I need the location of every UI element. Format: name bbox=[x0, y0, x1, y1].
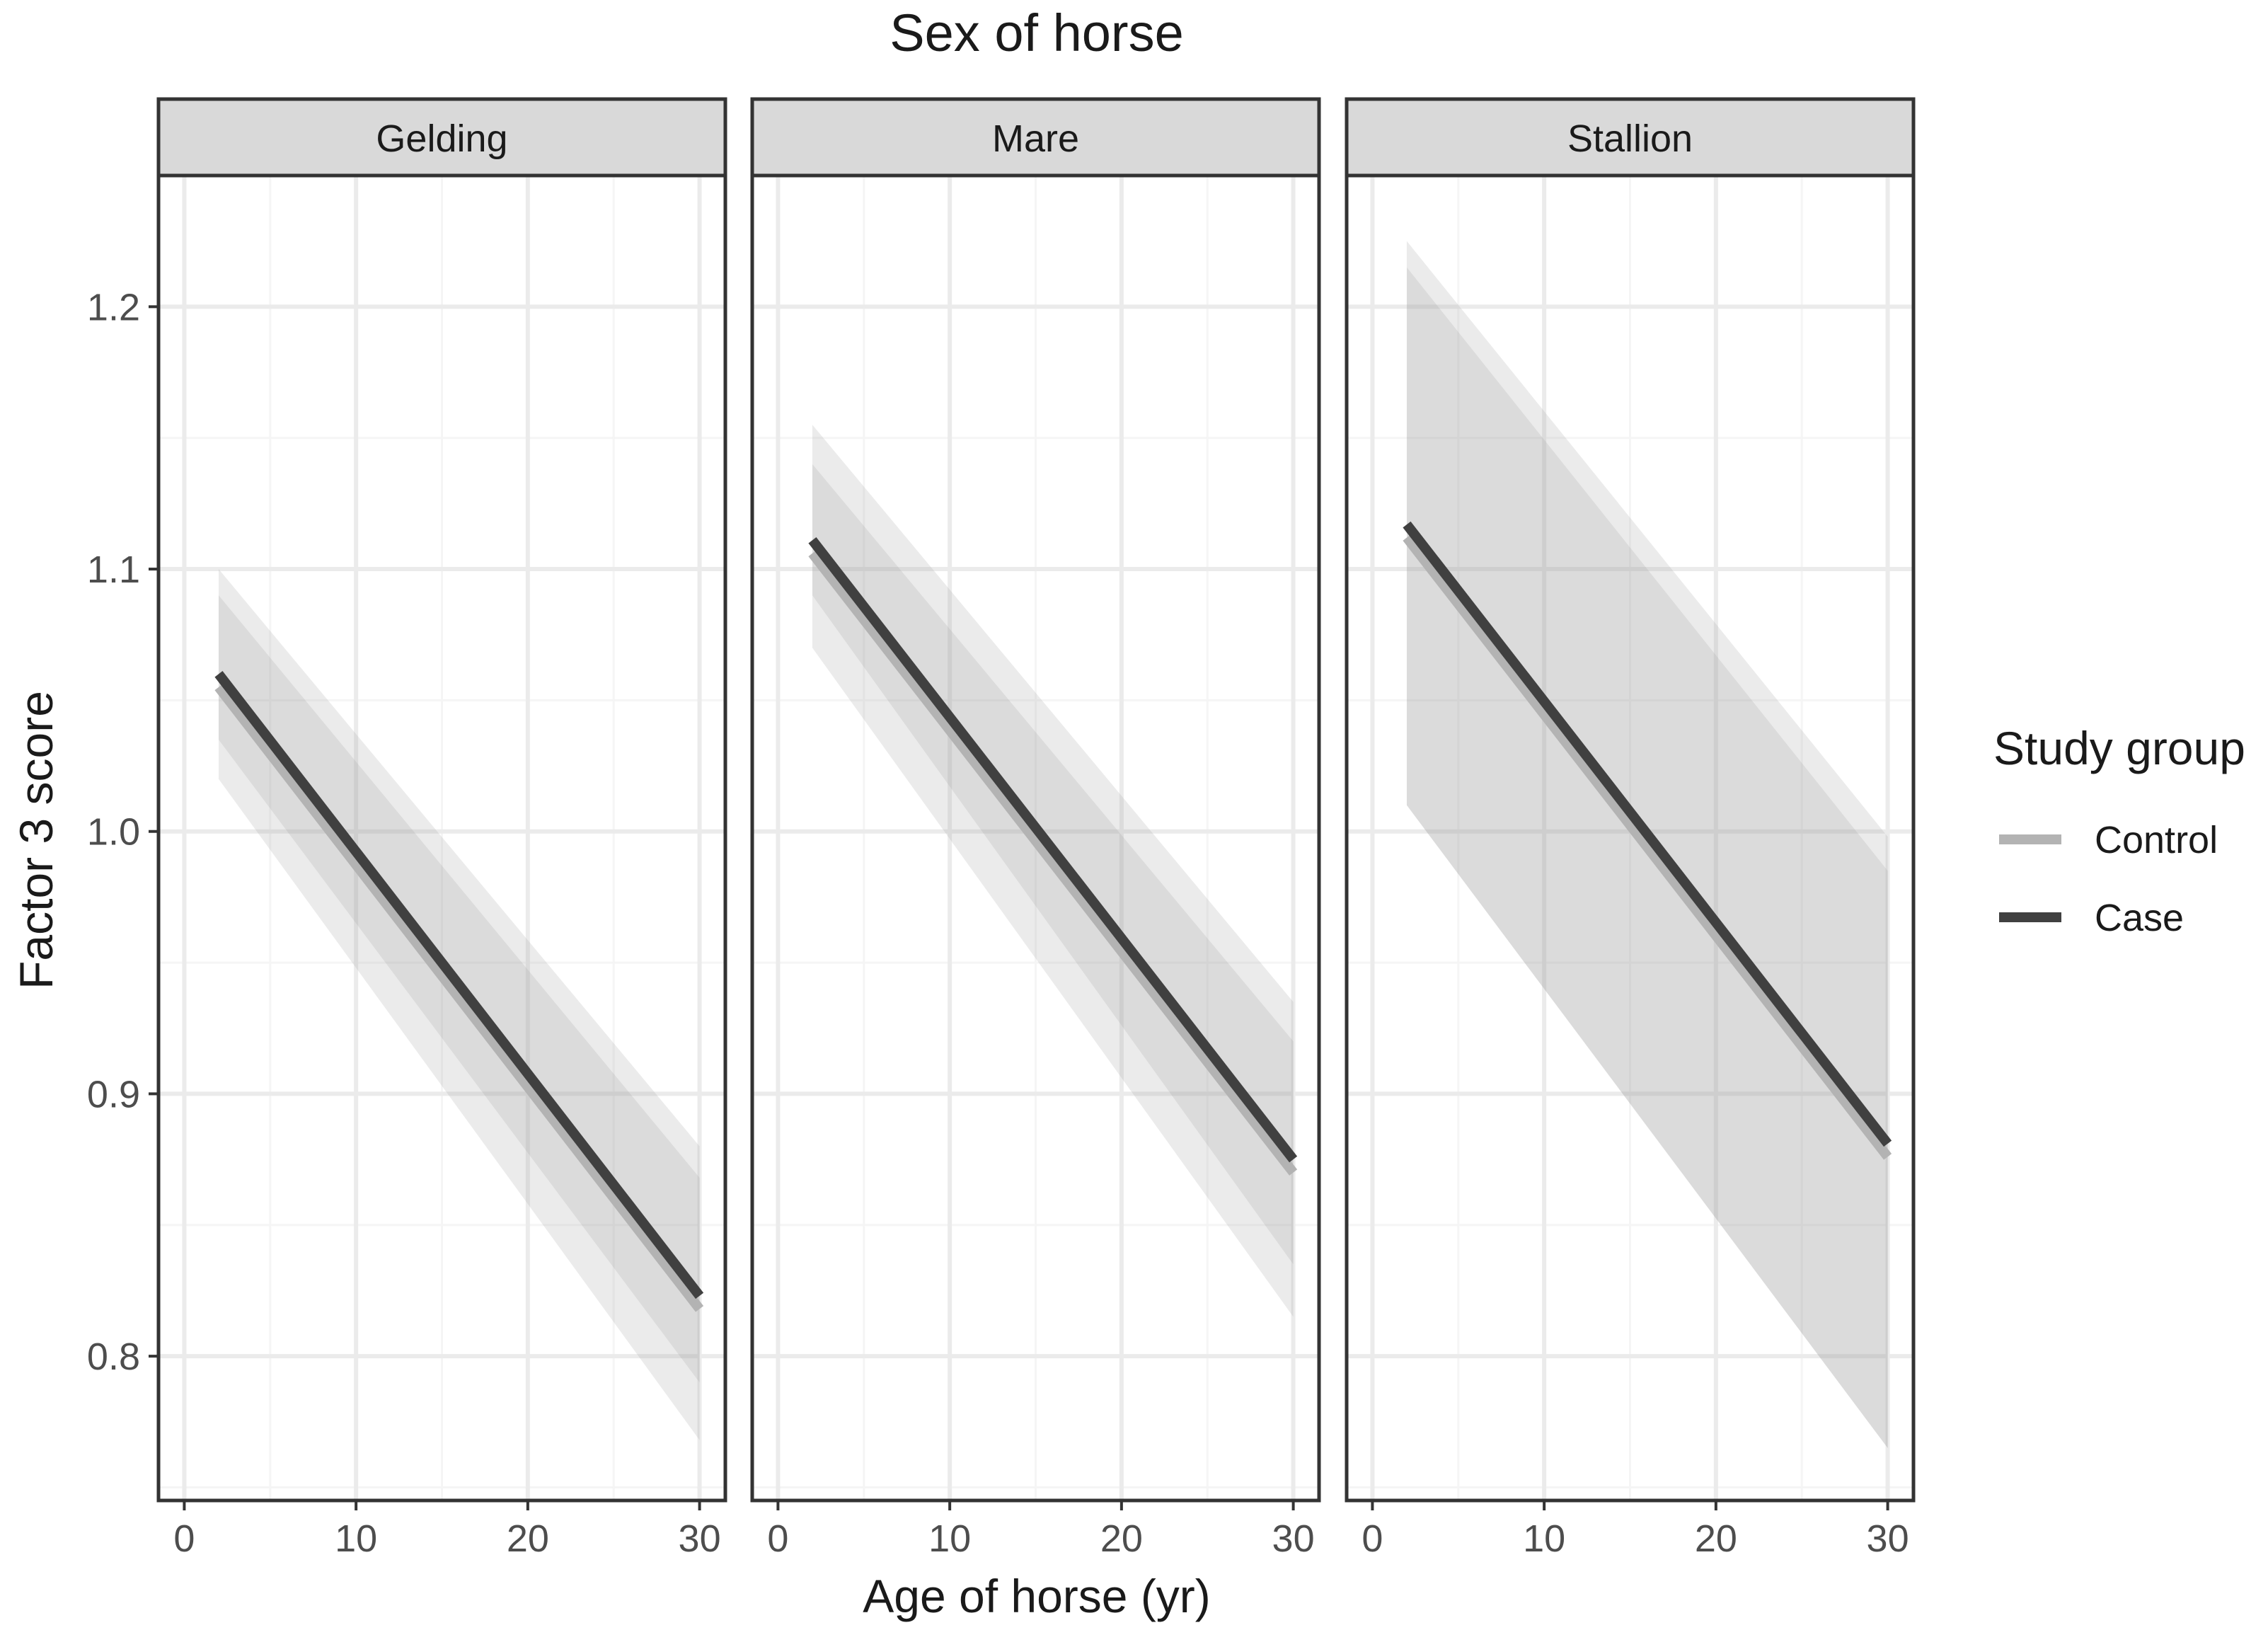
series-line-case bbox=[214, 671, 704, 1299]
facet-strip-label: Stallion bbox=[1567, 117, 1693, 160]
x-tick-label: 30 bbox=[1867, 1517, 1909, 1560]
facet-panel-gelding: Gelding 0 10 20 30 bbox=[156, 97, 727, 1560]
legend-title: Study group bbox=[1993, 722, 2245, 774]
series-line-case bbox=[1403, 521, 1892, 1147]
facet-panels: Gelding 0 10 20 30 Mare 0 10 20 30 Stallion 0 10 20 30… bbox=[87, 97, 1916, 1560]
x-tick-label: 0 bbox=[173, 1517, 195, 1560]
y-tick-label: 0.9 bbox=[87, 1073, 140, 1115]
facet-strip-label: Gelding bbox=[376, 117, 507, 160]
y-axis: 0.8 0.9 1.0 1.1 1.2 bbox=[87, 286, 159, 1378]
legend-label-control: Control bbox=[2095, 819, 2218, 861]
y-tick-label: 0.8 bbox=[87, 1336, 140, 1378]
facet-strip bbox=[750, 97, 1321, 178]
x-axis-title: Age of horse (yr) bbox=[863, 1570, 1211, 1622]
y-tick-label: 1.0 bbox=[87, 811, 140, 854]
facet-panel-mare: Mare 0 10 20 30 bbox=[750, 97, 1321, 1560]
series-line-control bbox=[808, 550, 1298, 1176]
series-line-control bbox=[214, 684, 704, 1312]
x-tick-label: 0 bbox=[767, 1517, 788, 1560]
legend-label-case: Case bbox=[2095, 897, 2184, 939]
series-line-case bbox=[808, 536, 1298, 1163]
x-tick-label: 10 bbox=[928, 1517, 971, 1560]
legend: Study group Control Case bbox=[1993, 722, 2245, 939]
x-tick-label: 10 bbox=[1523, 1517, 1565, 1560]
x-tick-label: 20 bbox=[507, 1517, 549, 1560]
confidence-band-control bbox=[218, 595, 700, 1440]
facet-strip bbox=[156, 97, 727, 178]
facet-panel-stallion: Stallion 0 10 20 30 bbox=[1345, 97, 1916, 1560]
x-tick-label: 10 bbox=[335, 1517, 377, 1560]
confidence-band-case bbox=[218, 569, 700, 1383]
y-tick-label: 1.2 bbox=[87, 286, 140, 328]
chart-title: Sex of horse bbox=[890, 4, 1183, 62]
facet-strip-label: Mare bbox=[992, 117, 1079, 160]
x-tick-label: 0 bbox=[1362, 1517, 1383, 1560]
x-tick-label: 20 bbox=[1100, 1517, 1143, 1560]
facet-strip bbox=[1345, 97, 1916, 178]
confidence-band-control bbox=[1406, 267, 1888, 1448]
x-tick-label: 30 bbox=[679, 1517, 721, 1560]
y-tick-label: 1.1 bbox=[87, 549, 140, 591]
y-axis-title: Factor 3 score bbox=[10, 691, 62, 989]
confidence-band-control bbox=[812, 464, 1294, 1317]
series-line-control bbox=[1403, 534, 1892, 1160]
x-tick-label: 30 bbox=[1272, 1517, 1315, 1560]
x-tick-label: 20 bbox=[1695, 1517, 1737, 1560]
